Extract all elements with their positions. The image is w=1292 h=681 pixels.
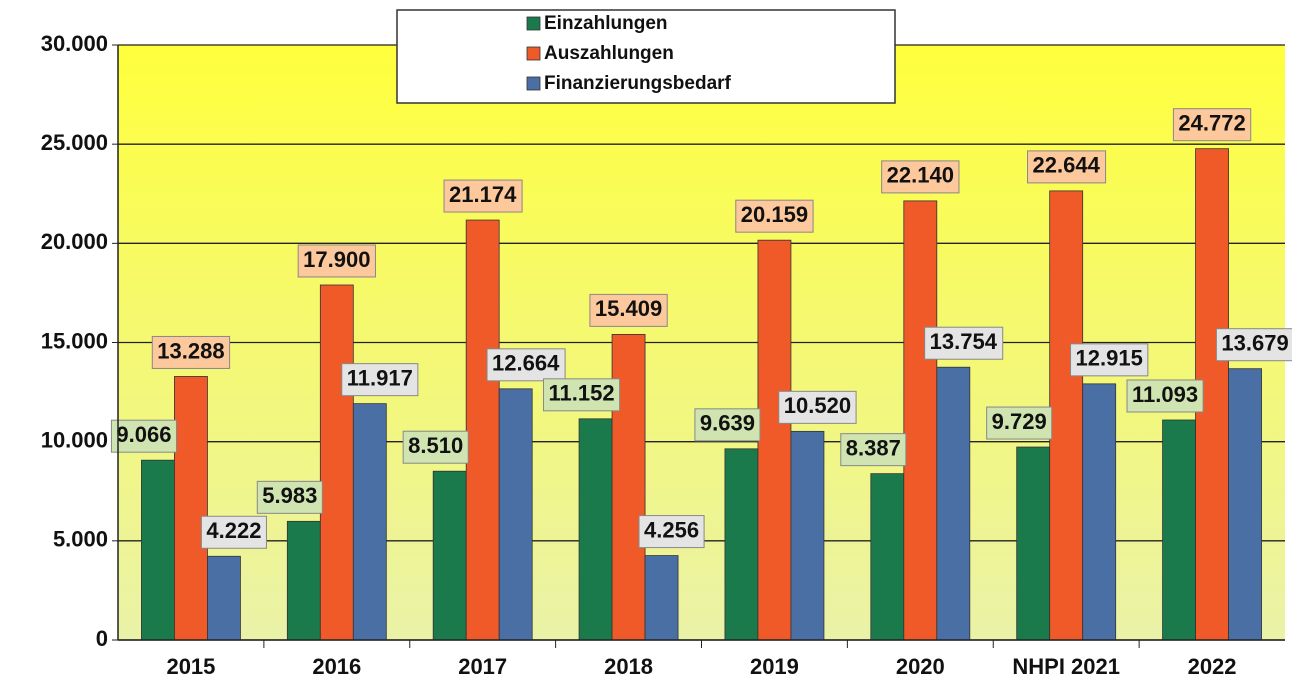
x-tick-label: 2020 [896,654,945,679]
value-label: 11.152 [549,381,615,406]
value-label: 12.664 [492,351,560,376]
value-label: 22.140 [887,163,954,188]
bar [936,366,971,641]
bar [432,470,467,641]
value-label-box [486,348,566,382]
value-label-box [735,199,814,233]
value-label: 13.288 [157,338,224,363]
value-label: 4.256 [644,517,699,542]
x-tick-label: 2019 [750,654,799,679]
bar [141,459,175,641]
value-label: 11.917 [347,365,413,390]
bar [903,200,938,641]
value-label: 15.409 [595,296,662,321]
value-label-box [1215,328,1292,362]
value-label: 20.159 [741,202,808,227]
value-label-box [402,430,469,464]
legend-label: Finanzierungsbedarf [544,73,732,94]
x-tick-label: 2017 [458,654,507,679]
value-label-box [638,515,705,549]
x-tick-label: 2015 [166,654,215,679]
y-tick-label: 25.000 [41,130,108,155]
x-tick-label: NHPI 2021 [1012,654,1120,679]
bar [1049,190,1084,641]
value-label: 17.900 [303,247,370,272]
y-tick-label: 30.000 [41,31,108,56]
value-label: 22.644 [1033,153,1101,178]
value-label-box [840,433,907,467]
value-label: 11.093 [1132,382,1198,407]
bar [757,239,792,641]
y-tick-label: 15.000 [41,328,108,353]
value-label: 13.679 [1221,331,1288,356]
value-label-box [341,363,419,397]
value-label-box [297,244,376,278]
value-label-box [589,293,668,327]
value-label-box [1027,150,1107,184]
value-label: 21.174 [449,182,517,207]
bar [498,388,533,641]
legend [396,9,896,104]
bar [578,418,613,641]
value-label-box [110,419,177,453]
value-label: 5.983 [262,483,317,508]
bar [1228,368,1262,641]
value-label-box [1070,343,1149,377]
value-label-box [778,390,857,424]
bar [465,219,500,641]
bar [724,448,759,641]
x-tick-label: 2022 [1188,654,1237,679]
value-label: 13.754 [930,329,998,354]
x-tick-label: 2016 [312,654,361,679]
legend-swatch [526,76,541,91]
value-label-box [443,179,523,213]
legend-swatch [526,46,541,61]
value-label: 10.520 [784,393,851,418]
bar [286,520,321,641]
value-label: 24.772 [1178,111,1245,136]
y-tick-label: 0 [96,626,108,651]
bar [1082,383,1117,641]
value-label: 8.387 [846,435,901,460]
value-label: 9.639 [700,411,755,436]
value-label: 9.729 [992,409,1047,434]
value-label: 12.915 [1076,346,1143,371]
value-label-box [924,326,1004,360]
bar [644,555,679,641]
bar [174,376,208,641]
value-label-box [1126,379,1204,413]
bar [1016,446,1051,641]
bar [207,555,241,641]
value-label-box [200,515,267,549]
value-label-box [1172,108,1252,142]
y-tick-label: 5.000 [53,527,108,552]
bar [1162,419,1196,641]
y-tick-label: 20.000 [41,229,108,254]
value-label: 8.510 [408,433,463,458]
value-label: 9.066 [116,422,171,447]
value-label-box [881,160,960,194]
value-label-box [694,408,761,442]
legend-label: Auszahlungen [544,43,674,64]
legend-label: Einzahlungen [544,13,668,34]
value-label-box [986,406,1053,440]
bar [870,473,905,641]
value-label-box [256,480,323,514]
value-label-box [151,335,231,369]
bar [790,430,825,641]
x-tick-label: 2018 [604,654,653,679]
legend-swatch [526,16,541,31]
y-tick-label: 10.000 [41,427,108,452]
bar [319,284,354,641]
bar [352,403,387,641]
value-label: 4.222 [206,518,261,543]
value-label-box [543,378,621,412]
